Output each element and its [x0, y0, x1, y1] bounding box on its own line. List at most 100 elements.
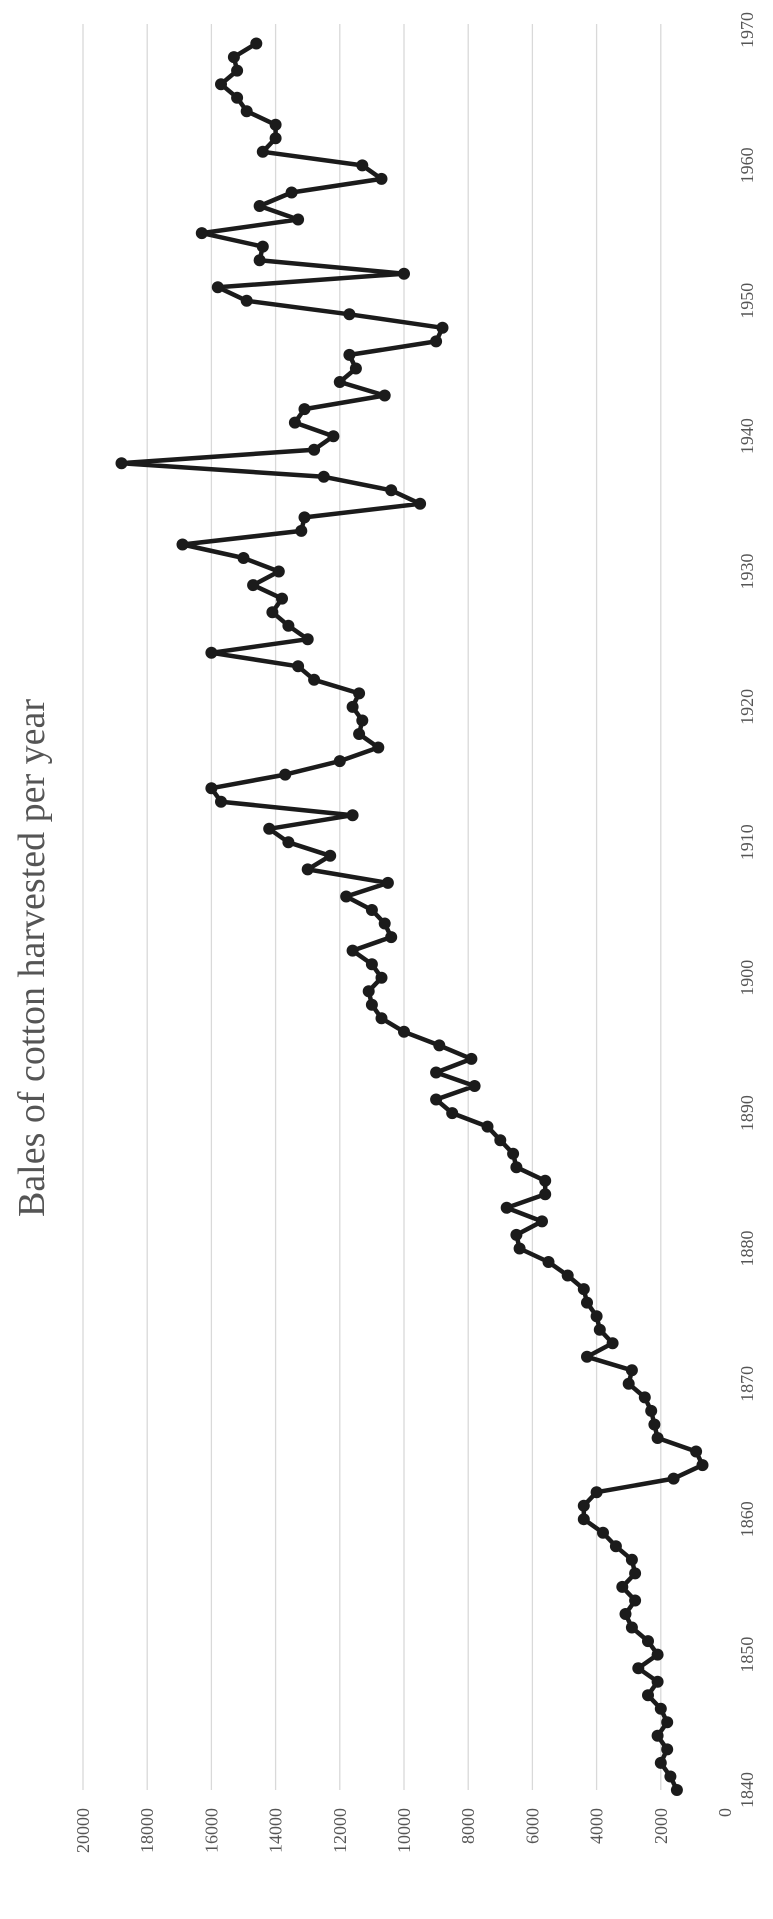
year-axis-tick-labels: 1840 1850 1860 1870 1880 1890 1900 1910 1920 1930…: [737, 12, 757, 1808]
data-point: [590, 1486, 603, 1499]
data-point: [414, 497, 427, 510]
data-point: [215, 78, 227, 91]
data-point: [696, 1459, 709, 1472]
chart-title: Bales of cotton harvested per year: [11, 699, 53, 1217]
year-tick-label: 1840: [737, 1772, 757, 1808]
year-tick-label: 1850: [737, 1637, 757, 1673]
data-point: [436, 321, 449, 334]
value-tick-label: 8000: [458, 1808, 478, 1844]
data-point: [365, 998, 378, 1011]
data-point: [510, 1228, 523, 1241]
data-point: [231, 91, 244, 104]
data-point: [327, 430, 340, 443]
value-tick-label: 10000: [394, 1808, 414, 1853]
data-point: [292, 213, 305, 226]
data-point: [648, 1418, 661, 1431]
data-point: [481, 1120, 494, 1133]
data-point: [353, 687, 366, 700]
data-point: [237, 552, 250, 564]
data-point: [365, 958, 378, 971]
year-tick-label: 1970: [737, 12, 757, 48]
data-point: [654, 1756, 667, 1769]
data-point: [577, 1283, 590, 1296]
data-point: [276, 592, 288, 605]
data-point: [581, 1350, 593, 1363]
data-point: [266, 606, 279, 619]
data-point: [651, 1729, 664, 1742]
data-point: [542, 1256, 555, 1268]
data-point: [227, 51, 240, 64]
data-point: [590, 1310, 603, 1323]
data-point: [577, 1499, 590, 1512]
data-point: [539, 1188, 552, 1201]
data-point: [282, 836, 295, 849]
data-point: [211, 281, 224, 294]
data-point: [378, 917, 391, 930]
data-point: [629, 1594, 642, 1607]
data-point: [324, 849, 337, 862]
year-tick-label: 1860: [737, 1501, 757, 1537]
data-point: [263, 822, 276, 835]
data-point: [240, 294, 253, 307]
year-tick-label: 1910: [737, 824, 757, 860]
data-point: [253, 200, 266, 212]
data-point: [356, 159, 369, 172]
data-point: [346, 944, 359, 957]
data-point: [661, 1743, 674, 1756]
data-point: [250, 37, 263, 50]
data-point: [282, 619, 295, 632]
data-point: [430, 1093, 443, 1106]
value-tick-label: 20000: [73, 1808, 93, 1853]
data-point: [651, 1675, 664, 1688]
data-point: [619, 1608, 632, 1620]
data-point: [430, 335, 443, 348]
data-point: [398, 267, 410, 280]
data-point: [269, 132, 282, 145]
data-point: [333, 755, 346, 768]
data-point: [365, 904, 378, 916]
data-point: [285, 186, 298, 199]
year-tick-label: 1960: [737, 147, 757, 183]
data-point: [375, 172, 388, 185]
data-point: [661, 1716, 674, 1729]
data-point: [256, 240, 269, 253]
data-point: [340, 890, 353, 903]
value-tick-label: 14000: [266, 1808, 286, 1853]
year-tick-label: 1880: [737, 1230, 757, 1266]
data-point: [670, 1784, 683, 1796]
data-point: [494, 1134, 507, 1147]
data-point: [632, 1662, 645, 1675]
data-point: [651, 1432, 664, 1444]
data-point: [288, 416, 301, 429]
data-point: [356, 714, 369, 727]
year-tick-label: 1920: [737, 689, 757, 725]
data-point: [625, 1364, 638, 1377]
data-point: [240, 105, 253, 118]
value-tick-label: 16000: [201, 1808, 221, 1853]
year-tick-label: 1890: [737, 1095, 757, 1131]
data-point: [176, 538, 189, 551]
data-point: [433, 1039, 446, 1052]
data-point: [308, 443, 321, 456]
data-point: [343, 308, 356, 321]
data-point: [667, 1472, 680, 1485]
data-point: [609, 1540, 622, 1553]
data-point: [654, 1702, 667, 1715]
data-point: [690, 1445, 703, 1458]
data-point: [292, 660, 305, 673]
data-point: [500, 1201, 513, 1214]
data-point: [622, 1377, 635, 1390]
data-point: [333, 376, 346, 388]
data-point: [279, 768, 292, 781]
value-tick-label: 0: [715, 1808, 735, 1817]
data-point: [597, 1526, 609, 1539]
data-point: [606, 1337, 619, 1350]
data-point: [616, 1580, 629, 1593]
data-point: [465, 1052, 478, 1065]
value-tick-label: 2000: [651, 1808, 671, 1844]
data-point: [247, 579, 260, 592]
data-point: [317, 470, 330, 483]
data-point: [353, 728, 366, 740]
data-point: [629, 1567, 642, 1580]
data-point: [375, 971, 388, 984]
